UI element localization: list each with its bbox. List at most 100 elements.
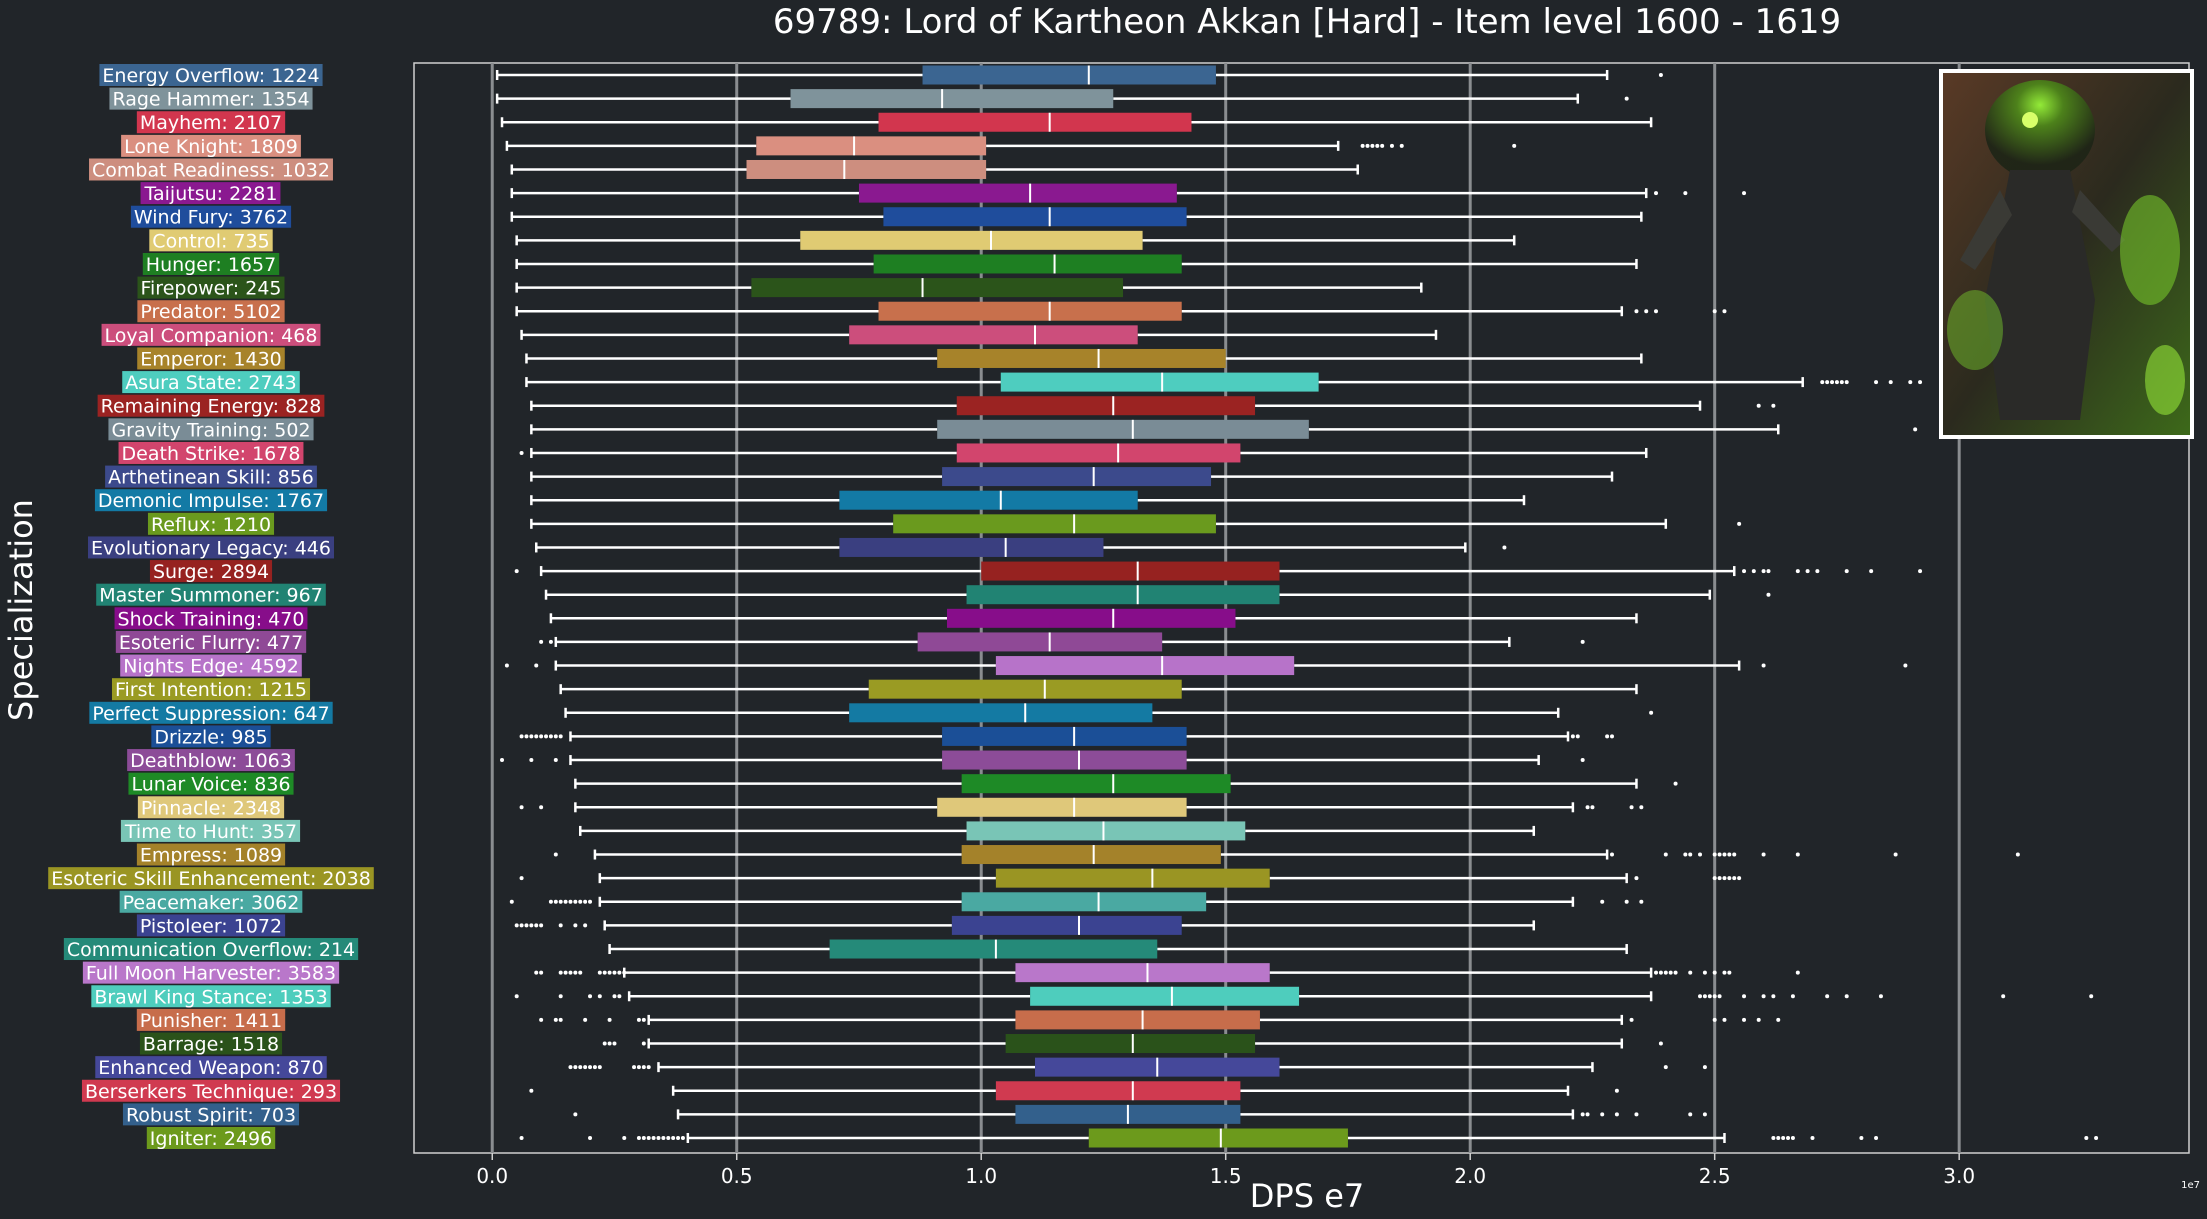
category-label-text: Esoteric Skill Enhancement: 2038	[51, 868, 371, 890]
category-label-text: Pistoleer: 1072	[140, 915, 282, 937]
category-label-bg	[120, 819, 301, 842]
outlier-point	[1658, 73, 1663, 77]
iqr-box	[922, 65, 1216, 85]
category-label-text: Control: 735	[152, 230, 269, 252]
outlier-point	[1742, 569, 1747, 574]
outlier-point	[534, 923, 539, 928]
outlier-point	[519, 450, 524, 455]
iqr-box	[746, 159, 987, 179]
outlier-point	[1649, 710, 1654, 715]
outlier-point	[1585, 805, 1590, 810]
iqr-box	[790, 89, 1114, 109]
category-label-text: Mayhem: 2107	[140, 112, 282, 134]
outlier-point	[1737, 521, 1742, 526]
outlier-point	[1712, 1017, 1717, 1022]
category-label: Drizzle: 985	[151, 725, 271, 748]
outlier-point	[514, 994, 519, 999]
box-plot-row	[514, 561, 1923, 581]
outlier-point	[666, 1136, 671, 1140]
iqr-box	[961, 774, 1231, 794]
category-label-text: Communication Overflow: 214	[67, 939, 355, 961]
x-axis-label: DPS e7	[1250, 1177, 1364, 1215]
outlier-point	[1732, 852, 1737, 857]
category-label-bg	[119, 890, 303, 913]
outlier-point	[1834, 380, 1839, 385]
category-label-text: Nights Edge: 4592	[123, 656, 299, 678]
outlier-point	[1727, 876, 1732, 881]
outlier-point	[519, 805, 524, 810]
outlier-point	[514, 569, 519, 574]
outlier-point	[1600, 1112, 1605, 1117]
category-label-bg	[147, 512, 275, 535]
category-label: Firepower: 245	[137, 276, 285, 300]
category-label-bg	[127, 749, 295, 772]
outlier-point	[641, 1136, 646, 1140]
outlier-point	[1918, 380, 1923, 385]
outlier-point	[1614, 1088, 1619, 1093]
outlier-point	[539, 970, 544, 975]
outlier-point	[1698, 852, 1703, 857]
category-label-text: Firepower: 245	[140, 278, 281, 300]
iqr-box	[873, 254, 1182, 274]
category-label: Esoteric Skill Enhancement: 2038	[48, 867, 374, 890]
outlier-point	[524, 923, 529, 928]
box-plot-row	[514, 915, 1536, 935]
outlier-point	[1874, 1136, 1879, 1140]
outlier-point	[641, 1065, 646, 1070]
box-plot-row	[510, 183, 1747, 203]
outlier-point	[519, 923, 524, 928]
category-label: Lunar Voice: 836	[128, 772, 294, 796]
category-label: Deathblow: 1063	[127, 749, 295, 772]
category-label: Gravity Training: 502	[108, 418, 314, 441]
iqr-box	[756, 136, 987, 156]
category-label-text: Barrage: 1518	[143, 1034, 279, 1056]
category-label: Lone Knight: 1809	[121, 134, 301, 158]
category-label-bg	[137, 796, 285, 819]
outlier-point	[1795, 970, 1800, 975]
category-label: Brawl King Stance: 1353	[91, 985, 331, 1008]
outlier-point	[1580, 1112, 1585, 1117]
category-label-bg	[99, 64, 323, 86]
outlier-point	[1722, 852, 1727, 857]
outlier-point	[1918, 569, 1923, 574]
outlier-point	[519, 1136, 524, 1140]
category-label-text: Master Summoner: 967	[99, 585, 323, 607]
outlier-point	[1903, 663, 1908, 668]
plot-area	[413, 62, 2190, 1154]
boss-portrait-icon	[1939, 69, 2194, 439]
iqr-box	[893, 514, 1216, 534]
outlier-point	[607, 1017, 612, 1022]
category-label: Taijutsu: 2281	[140, 182, 281, 205]
outlier-point	[1702, 994, 1707, 999]
category-label-bg	[81, 1079, 341, 1102]
outlier-point	[676, 1136, 681, 1140]
outlier-point	[1663, 970, 1668, 975]
category-label: Enhanced Weapon: 870	[95, 1056, 327, 1079]
iqr-box	[956, 396, 1256, 416]
outlier-point	[1888, 380, 1893, 385]
box-plot-row	[530, 467, 1614, 487]
outlier-point	[1795, 569, 1800, 574]
outlier-point	[534, 970, 539, 975]
box-plot-row	[539, 1010, 1781, 1030]
outlier-point	[1629, 805, 1634, 810]
outlier-point	[563, 970, 568, 975]
category-label-text: Combat Readiness: 1032	[92, 159, 330, 181]
box-plot-row	[504, 656, 1908, 676]
box-plot-row	[514, 986, 2094, 1006]
category-label-bg	[108, 418, 314, 441]
outlier-point	[622, 970, 627, 975]
iqr-box	[966, 821, 1246, 841]
outlier-point	[500, 758, 505, 763]
category-label-text: Empress: 1089	[140, 845, 282, 867]
box-plot-row	[559, 679, 1638, 699]
outlier-point	[529, 923, 534, 928]
category-label-bg	[94, 489, 328, 512]
category-label: Peacemaker: 3062	[119, 890, 303, 914]
outlier-point	[646, 1136, 651, 1140]
iqr-box	[961, 845, 1221, 865]
outlier-point	[1575, 734, 1580, 739]
outlier-point	[558, 994, 563, 999]
outlier-point	[1673, 781, 1678, 786]
category-label-bg	[97, 394, 325, 417]
